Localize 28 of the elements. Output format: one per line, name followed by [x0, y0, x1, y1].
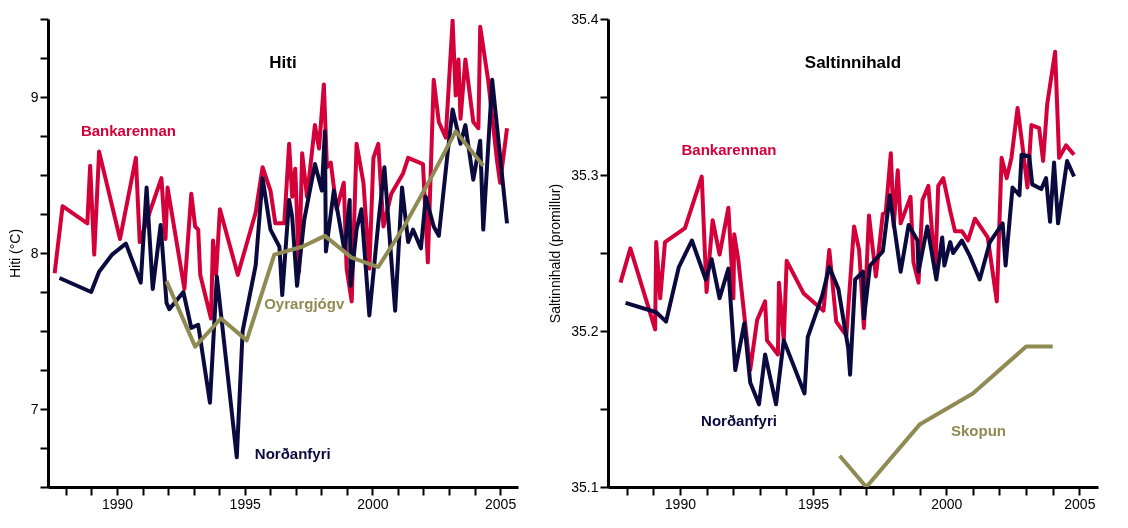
text: Saltinnihald — [804, 53, 902, 72]
y-axis-title: Saltinnihald (promillur) — [547, 183, 564, 324]
y-tick-label: 35.4 — [571, 10, 599, 27]
series-label: Norðanfyri — [254, 445, 331, 463]
x-tick-label: 1995 — [797, 495, 830, 512]
y-tick-label: 7 — [30, 400, 39, 417]
y-axis-title: Hiti (°C) — [6, 228, 23, 279]
text: Hiti — [269, 53, 297, 72]
x-tick-label: 2005 — [485, 495, 517, 512]
x-tick-label: 1995 — [229, 495, 261, 512]
line-series — [52, 19, 510, 321]
series-label: Norðanfyri — [701, 412, 777, 430]
x-tick-label: 1990 — [664, 495, 697, 512]
series-label: Bankarennan — [80, 122, 176, 140]
x-tick-label: 2000 — [357, 495, 389, 512]
y-tick-label: 35.3 — [571, 166, 599, 183]
y-tick-label: 35.1 — [571, 478, 599, 495]
series-label: Skopun — [951, 421, 1006, 439]
y-tick-label: 35.2 — [571, 322, 599, 339]
line-series — [57, 77, 510, 460]
series-label: Oyrargjógv — [264, 295, 345, 313]
line-series — [837, 344, 1055, 487]
y-tick-label: 9 — [30, 88, 39, 105]
y-tick-label: 8 — [30, 244, 39, 261]
x-tick-label: 2005 — [1064, 495, 1096, 512]
x-tick-label: 2000 — [931, 495, 963, 512]
series-label: Bankarennan — [681, 141, 777, 159]
x-tick-label: 1990 — [101, 495, 134, 512]
